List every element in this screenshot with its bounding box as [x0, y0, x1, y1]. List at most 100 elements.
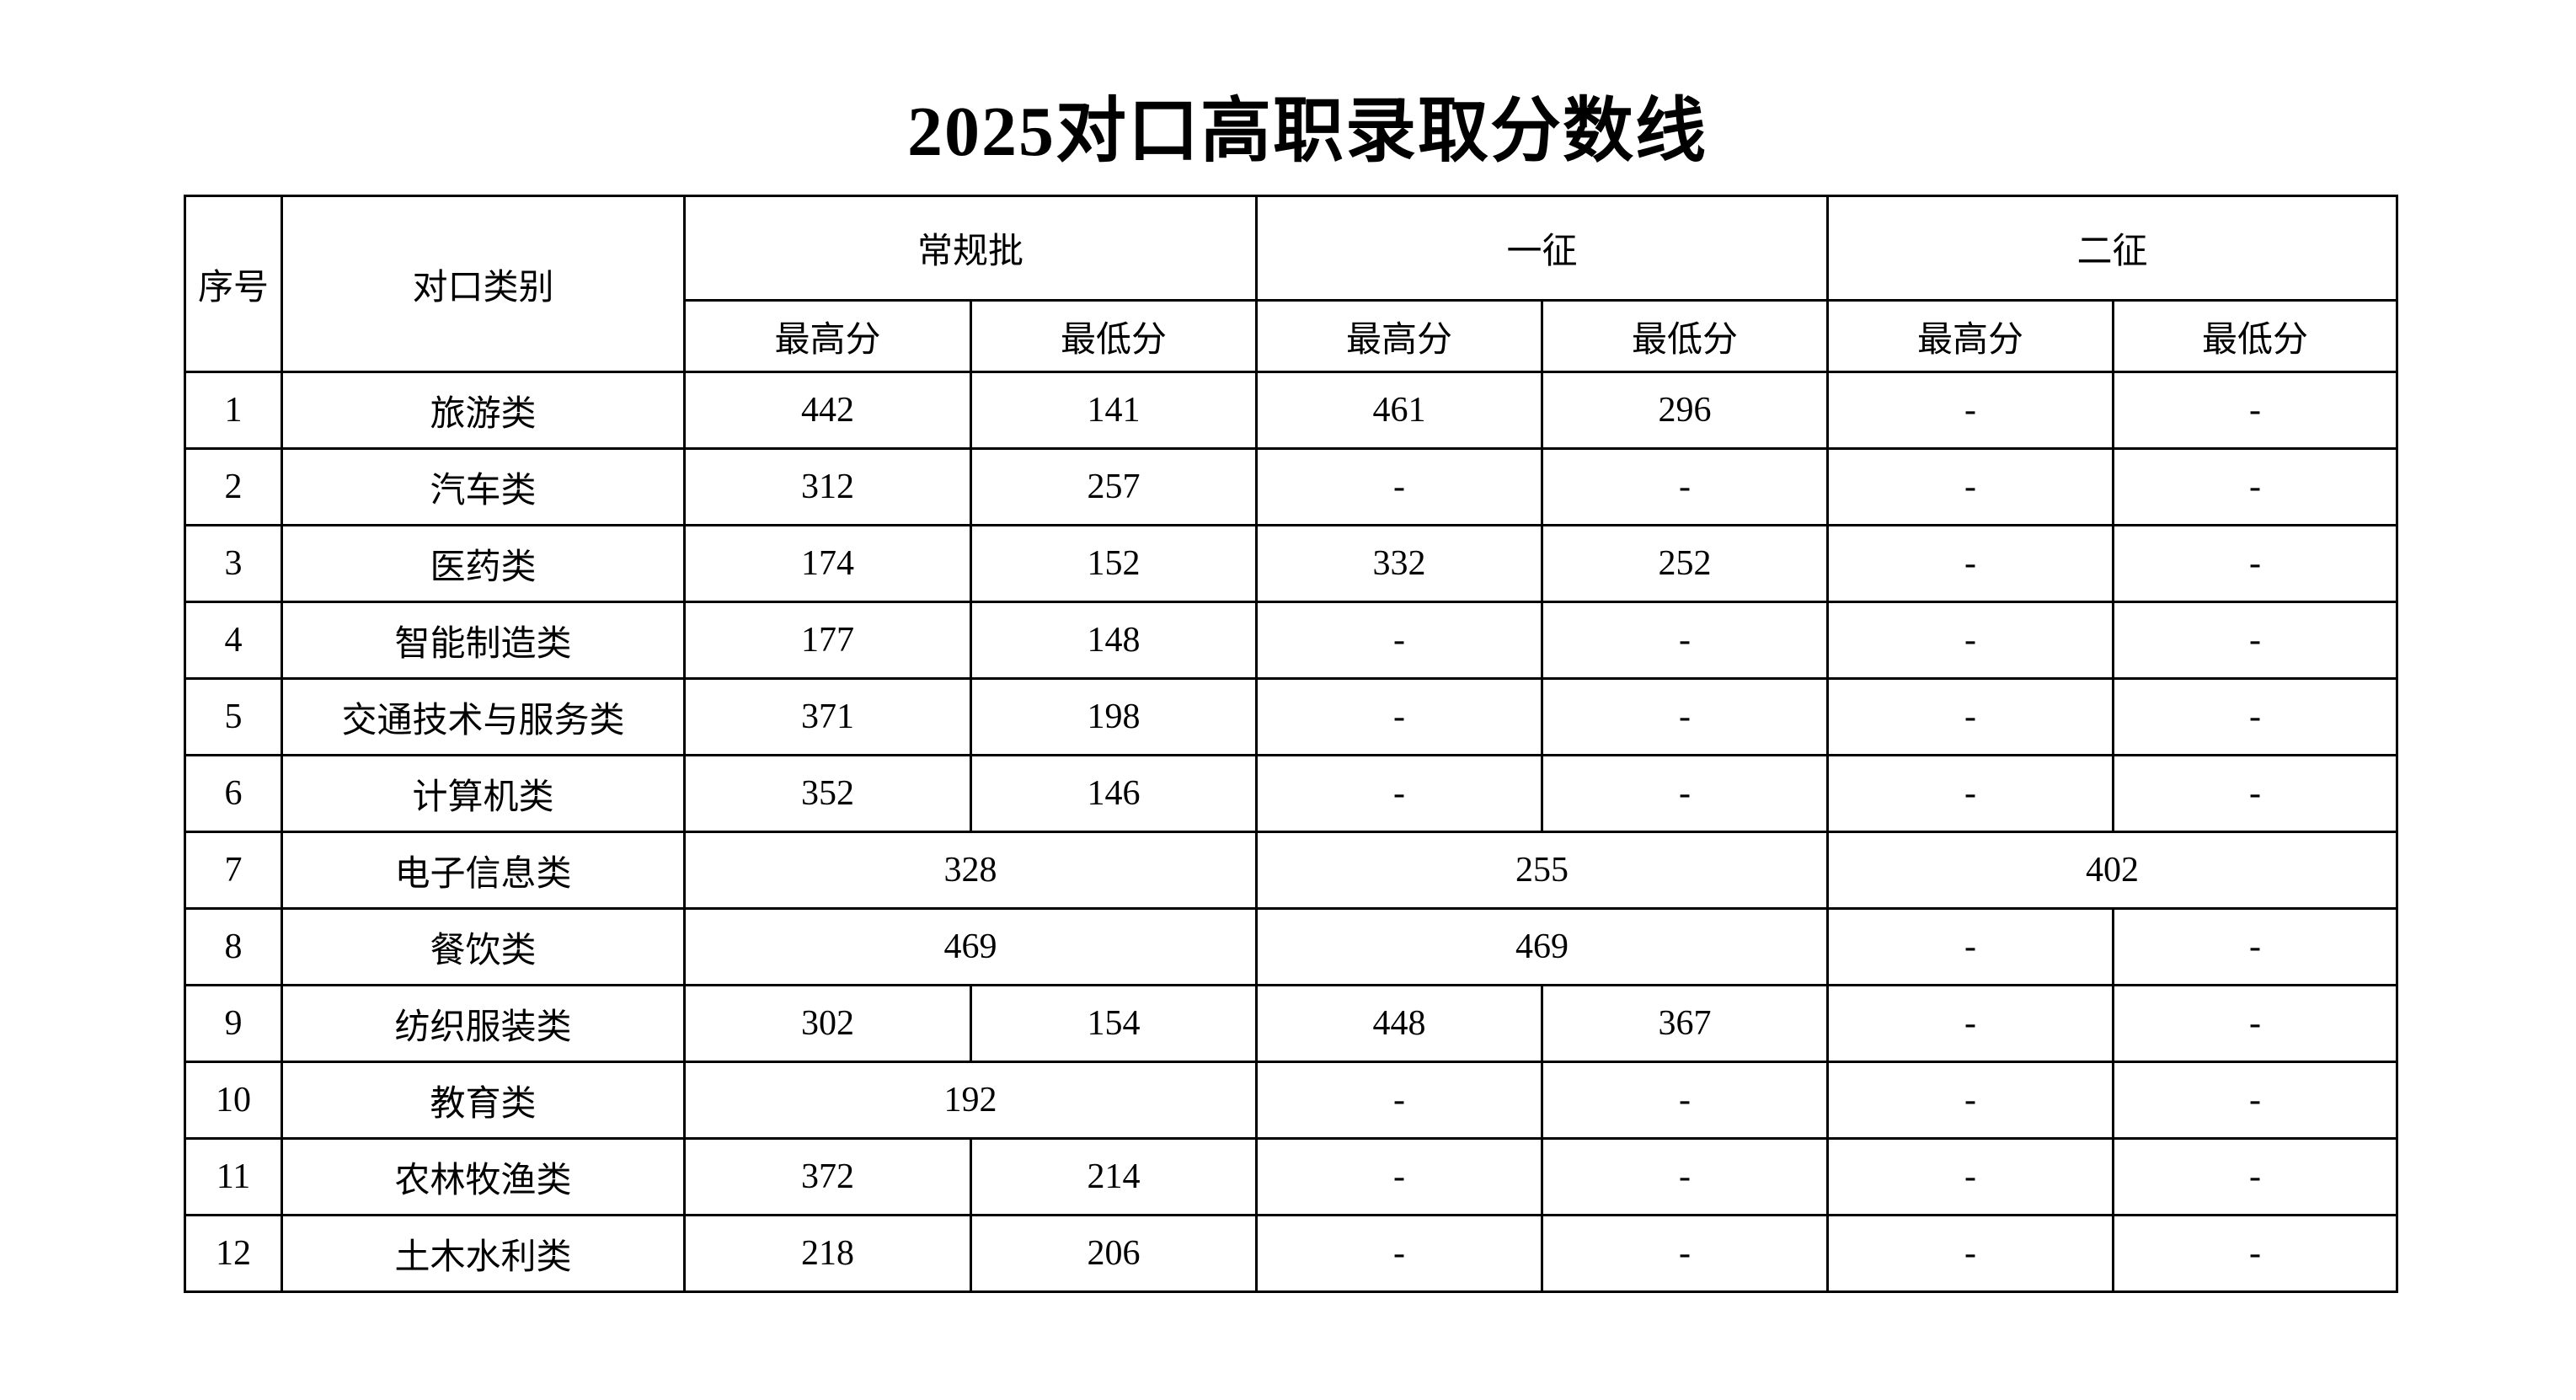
- score-cell: -: [1255, 754, 1543, 833]
- score-cell: 328: [683, 831, 1258, 910]
- header-max-score: 最高分: [1255, 299, 1543, 373]
- score-cell: 177: [683, 601, 972, 680]
- score-cell: -: [1541, 1061, 1829, 1140]
- row-index: 12: [184, 1214, 283, 1293]
- table-row: 10 教育类 192- - - -: [184, 1061, 2398, 1140]
- table-row: 12 土木水利类 218 206- - - -: [184, 1214, 2398, 1293]
- row-category: 汽车类: [281, 447, 686, 526]
- score-cell: -: [1826, 1061, 2114, 1140]
- row-category: 旅游类: [281, 371, 686, 450]
- score-cell: 206: [970, 1214, 1258, 1293]
- score-cell: 372: [683, 1137, 972, 1216]
- score-cell: 442: [683, 371, 972, 450]
- table-row: 2 汽车类 312 257- - - -: [184, 447, 2398, 526]
- header-row-groups: 序号 对口类别 常规批 一征 二征: [184, 195, 2398, 373]
- row-index: 5: [184, 677, 283, 756]
- table-row: 9 纺织服装类 302 154 448 367- -: [184, 984, 2398, 1063]
- score-table: 序号 对口类别 常规批 一征 二征 最高分 最低分 最高分 最低分 最高分 最低分 1 旅游…: [184, 195, 2398, 1293]
- score-cell: 469: [683, 907, 1258, 986]
- score-cell: 469: [1255, 907, 1829, 986]
- header-max-score: 最高分: [1826, 299, 2114, 373]
- table-row: 4 智能制造类 177 148- - - -: [184, 601, 2398, 680]
- score-cell: -: [2112, 1137, 2398, 1216]
- table-row: 7 电子信息类 328 255 402: [184, 831, 2398, 910]
- score-cell: -: [1826, 601, 2114, 680]
- score-cell: -: [1541, 1137, 1829, 1216]
- row-index: 3: [184, 524, 283, 603]
- table-row: 1 旅游类 442 141 461 296- -: [184, 371, 2398, 450]
- score-cell: 367: [1541, 984, 1829, 1063]
- row-category: 土木水利类: [281, 1214, 686, 1293]
- score-cell: -: [1826, 524, 2114, 603]
- score-cell: -: [1541, 1214, 1829, 1293]
- header-row-sub: 最高分 最低分 最高分 最低分 最高分 最低分: [185, 299, 2398, 373]
- row-category: 农林牧渔类: [281, 1137, 686, 1216]
- row-category: 交通技术与服务类: [281, 677, 686, 756]
- score-cell: -: [1826, 447, 2114, 526]
- header-max-score: 最高分: [683, 299, 972, 373]
- score-cell: 252: [1541, 524, 1829, 603]
- header-min-score: 最低分: [1541, 299, 1829, 373]
- score-cell: 296: [1541, 371, 1829, 450]
- table-row: 6 计算机类 352 146- - - -: [184, 754, 2398, 833]
- row-index: 9: [184, 984, 283, 1063]
- row-index: 1: [184, 371, 283, 450]
- row-category: 计算机类: [281, 754, 686, 833]
- row-index: 11: [184, 1137, 283, 1216]
- score-cell: -: [1826, 984, 2114, 1063]
- table-row: 11 农林牧渔类 372 214- - - -: [184, 1137, 2398, 1216]
- header-index: 序号: [184, 195, 283, 373]
- score-cell: 302: [683, 984, 972, 1063]
- row-category: 餐饮类: [281, 907, 686, 986]
- score-cell: -: [1541, 447, 1829, 526]
- score-cell: 257: [970, 447, 1258, 526]
- row-category: 教育类: [281, 1061, 686, 1140]
- row-category: 纺织服装类: [281, 984, 686, 1063]
- score-cell: -: [1255, 1214, 1543, 1293]
- header-min-score: 最低分: [970, 299, 1258, 373]
- score-cell: 312: [683, 447, 972, 526]
- score-cell: -: [1826, 1137, 2114, 1216]
- score-cell: -: [1826, 907, 2114, 986]
- score-cell: 461: [1255, 371, 1543, 450]
- score-cell: 352: [683, 754, 972, 833]
- score-cell: -: [1255, 1061, 1543, 1140]
- score-cell: 148: [970, 601, 1258, 680]
- score-cell: -: [2112, 907, 2398, 986]
- header-min-score: 最低分: [2112, 299, 2398, 373]
- score-cell: 214: [970, 1137, 1258, 1216]
- score-cell: 198: [970, 677, 1258, 756]
- row-index: 2: [184, 447, 283, 526]
- score-cell: -: [2112, 524, 2398, 603]
- score-cell: -: [2112, 601, 2398, 680]
- row-index: 10: [184, 1061, 283, 1140]
- row-index: 6: [184, 754, 283, 833]
- score-cell: -: [2112, 754, 2398, 833]
- row-index: 4: [184, 601, 283, 680]
- score-cell: 174: [683, 524, 972, 603]
- score-cell: -: [1541, 677, 1829, 756]
- score-cell: 402: [1826, 831, 2398, 910]
- score-cell: 448: [1255, 984, 1543, 1063]
- table-row: 8 餐饮类 469 469- -: [184, 907, 2398, 986]
- header-group-second-call: 二征: [1826, 195, 2398, 302]
- score-cell: -: [1255, 1137, 1543, 1216]
- score-cell: -: [2112, 371, 2398, 450]
- score-cell: -: [1826, 1214, 2114, 1293]
- header-group-regular: 常规批: [683, 195, 1258, 302]
- score-cell: -: [1255, 447, 1543, 526]
- score-cell: -: [2112, 1061, 2398, 1140]
- header-category: 对口类别: [281, 195, 686, 373]
- page-title: 2025对口高职录取分数线: [906, 93, 1708, 171]
- score-cell: 146: [970, 754, 1258, 833]
- score-cell: -: [1255, 601, 1543, 680]
- score-cell: -: [1541, 754, 1829, 833]
- row-category: 电子信息类: [281, 831, 686, 910]
- row-category: 医药类: [281, 524, 686, 603]
- score-cell: 141: [970, 371, 1258, 450]
- score-cell: -: [2112, 447, 2398, 526]
- score-cell: -: [1826, 371, 2114, 450]
- table-row: 5 交通技术与服务类 371 198- - - -: [184, 677, 2398, 756]
- row-index: 8: [184, 907, 283, 986]
- score-cell: -: [2112, 1214, 2398, 1293]
